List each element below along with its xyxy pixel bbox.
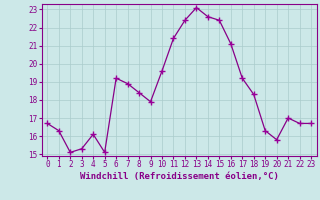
X-axis label: Windchill (Refroidissement éolien,°C): Windchill (Refroidissement éolien,°C) (80, 172, 279, 181)
